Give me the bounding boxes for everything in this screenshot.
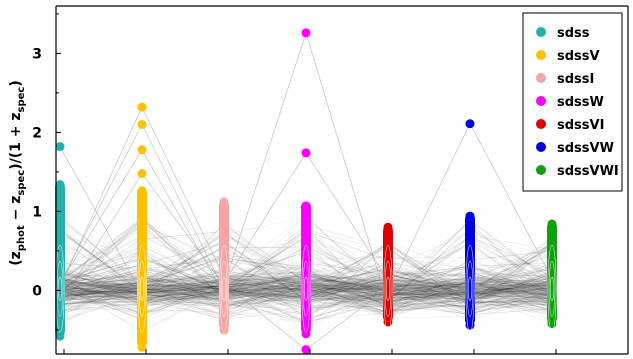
density-contour (302, 260, 310, 317)
density-contour (221, 276, 227, 301)
density-contour (57, 276, 63, 301)
legend-label: sdssVW (557, 141, 614, 156)
series-sdssV (137, 102, 147, 352)
data-point (383, 222, 393, 232)
legend-label: sdssV (557, 49, 600, 64)
data-point (55, 180, 65, 189)
density-contour (138, 260, 146, 317)
legend: sdss sdssV sdssI sdssW sdssVI sdssVW sdssVWI (522, 12, 623, 192)
density-contour (219, 245, 229, 333)
legend-marker (536, 119, 546, 129)
outlier-point (301, 28, 311, 38)
legend-marker (536, 73, 546, 83)
y-tick-label: 1 (32, 204, 42, 220)
series-sdssVI (383, 222, 393, 333)
density-contour (137, 245, 147, 333)
y-axis-label-part: (z (8, 251, 24, 266)
density-contour (548, 260, 556, 317)
outlier-point (301, 148, 311, 158)
density-contour (303, 276, 309, 301)
density-contour (547, 245, 557, 333)
y-axis-label: (zphot − zspec)/(1 + zspec) (8, 80, 27, 265)
density-contour (385, 276, 391, 301)
y-tick-label: 0 (32, 283, 42, 299)
y-axis-label-part: phot (16, 225, 27, 251)
density-contour (466, 260, 474, 317)
density-contour (220, 260, 228, 317)
density-contour (384, 260, 392, 317)
data-points (55, 28, 557, 355)
density-contour (465, 245, 475, 333)
y-axis-label-part: )/(1 + z (8, 113, 24, 170)
density-contour (383, 245, 393, 333)
y-tick-label: 2 (32, 125, 42, 141)
legend-label: sdssVWI (557, 164, 619, 179)
series-sdss (55, 142, 65, 341)
outlier-point (137, 169, 147, 178)
density-contour (56, 260, 64, 317)
y-axis-label-part: ) (8, 80, 24, 86)
y-axis-label-part: spec (16, 170, 27, 196)
outlier-point (137, 102, 147, 112)
y-axis-label-part: spec (16, 87, 27, 113)
legend-marker (536, 165, 546, 175)
legend-label: sdssVI (557, 118, 604, 133)
outlier-point (137, 120, 147, 129)
density-contour (549, 276, 555, 301)
series-sdssVW (465, 119, 475, 333)
outlier-point (137, 145, 147, 155)
series-sdssW (301, 28, 311, 355)
density-contour (301, 245, 311, 333)
legend-marker (536, 96, 546, 106)
data-point (219, 197, 229, 207)
legend-marker (536, 142, 546, 152)
data-point (465, 211, 475, 221)
series-sdssVWI (547, 219, 557, 333)
density-contour (467, 276, 473, 301)
y-axis-label-part: − z (8, 196, 24, 226)
data-point (301, 201, 311, 211)
legend-label: sdssI (557, 72, 594, 87)
outlier-point (55, 142, 65, 152)
data-point (137, 186, 147, 196)
legend-marker (536, 50, 546, 60)
outlier-point (301, 345, 311, 355)
y-tick-label: 3 (32, 46, 42, 62)
legend-label: sdssW (557, 95, 604, 110)
data-point (547, 219, 557, 229)
legend-marker (536, 27, 546, 37)
series-sdssI (219, 197, 229, 335)
legend-label: sdss (557, 26, 590, 41)
outlier-point (465, 119, 475, 129)
density-contour (139, 276, 145, 301)
